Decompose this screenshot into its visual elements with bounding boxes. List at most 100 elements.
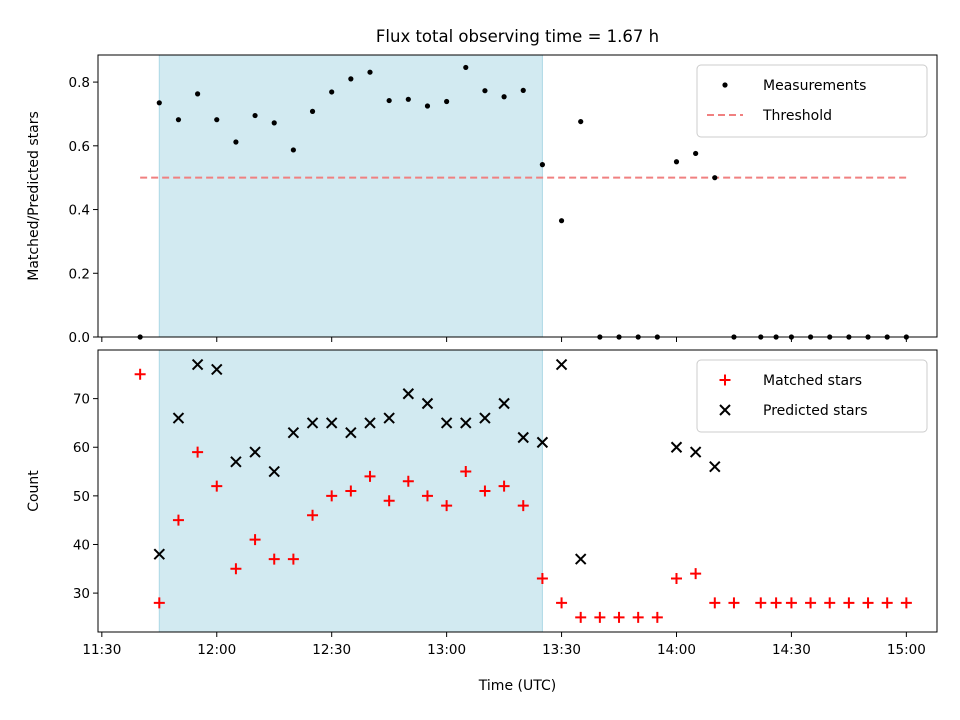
data-point [463,64,469,71]
axes-frame [97,349,938,633]
data-point [460,417,472,429]
data-point [670,441,683,453]
data-point [728,597,740,609]
data-point [230,563,242,575]
data-point [556,597,568,609]
data-point [862,597,874,609]
chart-title: Flux total observing time = 1.67 h [376,27,659,46]
data-point [386,97,392,104]
data-point [440,417,453,429]
legend-label: Matched stars [763,373,862,389]
data-point [539,162,546,168]
data-point [578,118,584,125]
data-point [421,397,434,410]
data-point [348,76,354,82]
bottom-panel: 30 40 50 60 70 11:30 12:00 12:30 13:00 13:30 14:00… [26,349,938,694]
data-point [405,96,411,102]
data-point [770,597,782,609]
data-point [479,485,491,497]
data-point [558,218,565,224]
data-point [670,573,682,585]
data-point [594,611,606,623]
data-point [307,509,319,521]
y-axis-label: Matched/Predicted stars [26,111,42,281]
data-point [230,456,242,468]
axes-frame [97,54,938,338]
data-point [306,417,319,429]
data-point [755,597,767,609]
data-point [153,548,166,560]
data-point [134,368,146,380]
data-point [214,117,220,123]
x-axis-label: Time (UTC) [478,678,556,694]
data-point [153,597,165,609]
data-point [326,490,338,502]
data-point [673,159,680,165]
legend-marker [719,404,731,416]
data-point [156,100,162,106]
series-predicted-stars [153,358,721,565]
shaded-interval [158,54,543,338]
data-point [421,490,433,502]
y-tick-label: 50 [73,489,90,505]
legend-marker [722,82,728,88]
data-point [249,446,261,458]
data-point [479,412,491,424]
data-point [709,597,721,609]
data-point [367,69,373,75]
data-point [498,480,510,492]
data-point [383,495,395,507]
legend: Matched stars Predicted stars [696,359,928,433]
data-point [843,597,855,609]
legend-marker [719,374,731,386]
data-point [252,112,258,119]
data-point [211,480,223,492]
y-tick-label: 30 [73,586,90,602]
data-point [805,597,817,609]
data-point [460,466,472,478]
x-tick-label: 13:00 [427,642,466,658]
data-point [501,94,507,100]
x-tick-label: 15:00 [887,642,926,658]
x-tick-label: 14:30 [772,642,811,658]
data-point [325,417,338,429]
data-point [575,553,587,565]
data-point [517,431,529,444]
data-point [498,397,510,410]
data-point [900,597,912,609]
x-tick-label: 13:30 [542,642,581,658]
data-point [690,568,702,580]
legend-box [696,64,928,138]
y-tick-label: 0.2 [69,266,90,282]
data-point [441,500,453,512]
data-point [172,412,185,424]
legend-label: Measurements [763,78,866,94]
legend-label: Threshold [762,108,832,124]
data-point [444,98,450,105]
legend-box [696,359,928,433]
data-point [249,534,261,546]
data-point [287,553,299,565]
data-point [175,117,182,123]
data-point [689,446,702,458]
data-point [517,500,529,512]
series-matched-stars [134,368,912,623]
data-point [712,175,718,181]
data-point [709,460,721,473]
legend: Measurements Threshold [696,64,928,138]
data-point [575,611,587,623]
data-point [192,446,204,458]
data-point [824,597,836,609]
data-point [271,120,277,126]
x-tick-label: 12:00 [197,642,236,658]
data-point [345,426,357,439]
y-tick-label: 60 [73,440,90,456]
data-point [555,358,568,371]
data-point [383,412,395,424]
y-tick-label: 0.4 [69,203,90,219]
y-tick-label: 0.8 [69,75,90,91]
data-point [195,91,201,97]
data-point [268,465,280,478]
x-tick-label: 11:30 [82,642,121,658]
